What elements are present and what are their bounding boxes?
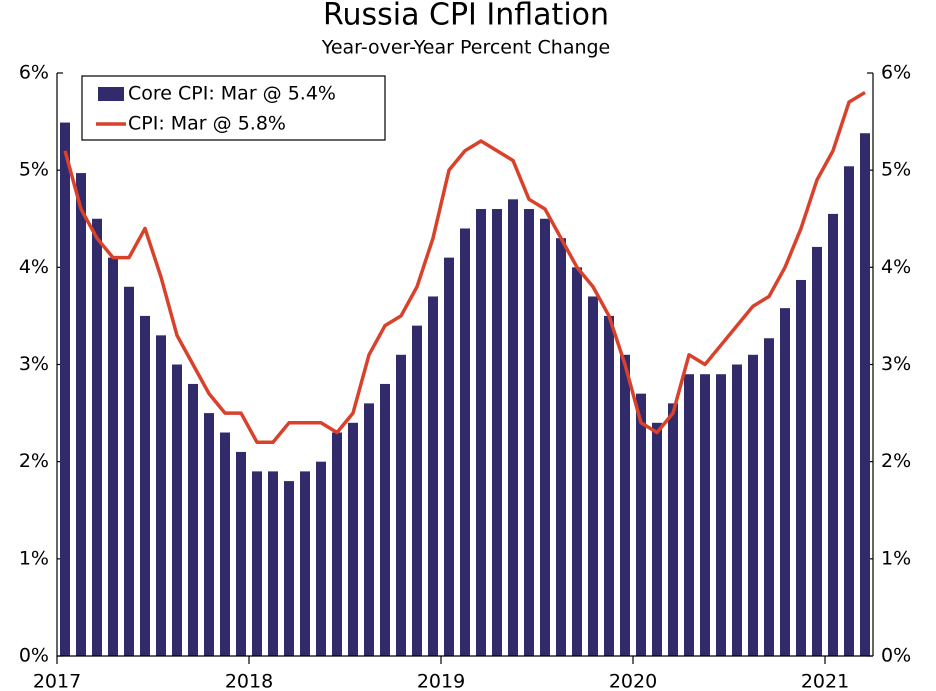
- bar: [140, 315, 150, 656]
- bar: [92, 218, 102, 656]
- bar: [364, 403, 374, 656]
- bar: [556, 238, 566, 656]
- bar: [572, 267, 582, 656]
- bar: [476, 209, 486, 657]
- y2-tick-label: 3%: [881, 353, 911, 375]
- x-tick-label: 2017: [33, 671, 81, 691]
- y-tick-label: 2%: [19, 450, 49, 472]
- bar: [76, 173, 86, 656]
- bar: [796, 279, 806, 656]
- y-tick-label: 1%: [19, 547, 49, 569]
- chart-title: Russia CPI Inflation: [323, 0, 609, 33]
- bar: [396, 354, 406, 656]
- legend-swatch: [98, 87, 124, 101]
- legend-label: CPI: Mar @ 5.8%: [128, 113, 286, 135]
- x-tick-label: 2021: [801, 671, 849, 691]
- bar: [252, 471, 262, 656]
- bar: [860, 133, 870, 656]
- bar: [380, 383, 390, 656]
- bar: [508, 199, 518, 657]
- bar: [716, 374, 726, 656]
- chart-subtitle: Year-over-Year Percent Change: [321, 37, 611, 59]
- bar: [524, 209, 534, 657]
- bar: [700, 374, 710, 656]
- bar: [844, 166, 854, 656]
- x-tick-label: 2018: [225, 671, 273, 691]
- y2-tick-label: 6%: [881, 62, 911, 84]
- y-tick-label: 3%: [19, 353, 49, 375]
- bar: [172, 364, 182, 656]
- bar: [220, 432, 230, 656]
- bar: [780, 308, 790, 656]
- y2-tick-label: 2%: [881, 450, 911, 472]
- bar: [668, 403, 678, 656]
- y2-tick-label: 1%: [881, 547, 911, 569]
- bar: [620, 354, 630, 656]
- bar: [540, 218, 550, 656]
- bar: [188, 383, 198, 656]
- bar: [652, 422, 662, 656]
- bar: [316, 461, 326, 656]
- x-tick-label: 2019: [417, 671, 465, 691]
- bar: [444, 257, 454, 656]
- legend-label: Core CPI: Mar @ 5.4%: [128, 83, 336, 105]
- bar: [748, 354, 758, 656]
- y-tick-label: 0%: [19, 645, 49, 667]
- bar: [492, 209, 502, 657]
- bar: [332, 432, 342, 656]
- bar: [812, 246, 822, 656]
- bar: [156, 335, 166, 656]
- bar: [108, 257, 118, 656]
- line: [63, 90, 866, 444]
- bar: [604, 315, 614, 656]
- y2-tick-label: 0%: [881, 645, 911, 667]
- bar: [268, 471, 278, 656]
- y-tick-label: 4%: [19, 256, 49, 278]
- bar: [412, 325, 422, 656]
- bar: [300, 471, 310, 656]
- bar: [460, 228, 470, 656]
- bar: [764, 338, 774, 656]
- bar: [204, 413, 214, 656]
- x-tick-label: 2020: [609, 671, 657, 691]
- bar: [60, 122, 70, 657]
- bar: [732, 364, 742, 656]
- bar: [284, 481, 294, 656]
- y2-tick-label: 4%: [881, 256, 911, 278]
- legend-box: [81, 75, 386, 141]
- bar: [124, 286, 134, 656]
- bar: [828, 213, 838, 656]
- bar: [684, 374, 694, 656]
- y-tick-label: 5%: [19, 159, 49, 181]
- y-tick-label: 6%: [19, 62, 49, 84]
- bar: [428, 296, 438, 656]
- bar: [588, 296, 598, 656]
- y2-tick-label: 5%: [881, 159, 911, 181]
- bar: [236, 451, 246, 656]
- bar: [348, 422, 358, 656]
- bar: [636, 393, 646, 656]
